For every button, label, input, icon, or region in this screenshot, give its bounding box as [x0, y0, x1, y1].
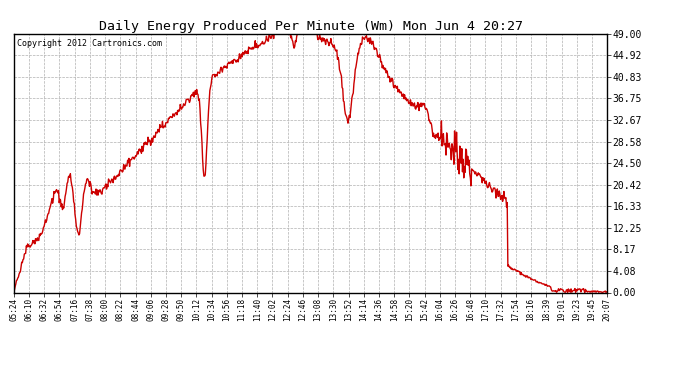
Title: Daily Energy Produced Per Minute (Wm) Mon Jun 4 20:27: Daily Energy Produced Per Minute (Wm) Mo…: [99, 20, 522, 33]
Text: Copyright 2012 Cartronics.com: Copyright 2012 Cartronics.com: [17, 39, 161, 48]
